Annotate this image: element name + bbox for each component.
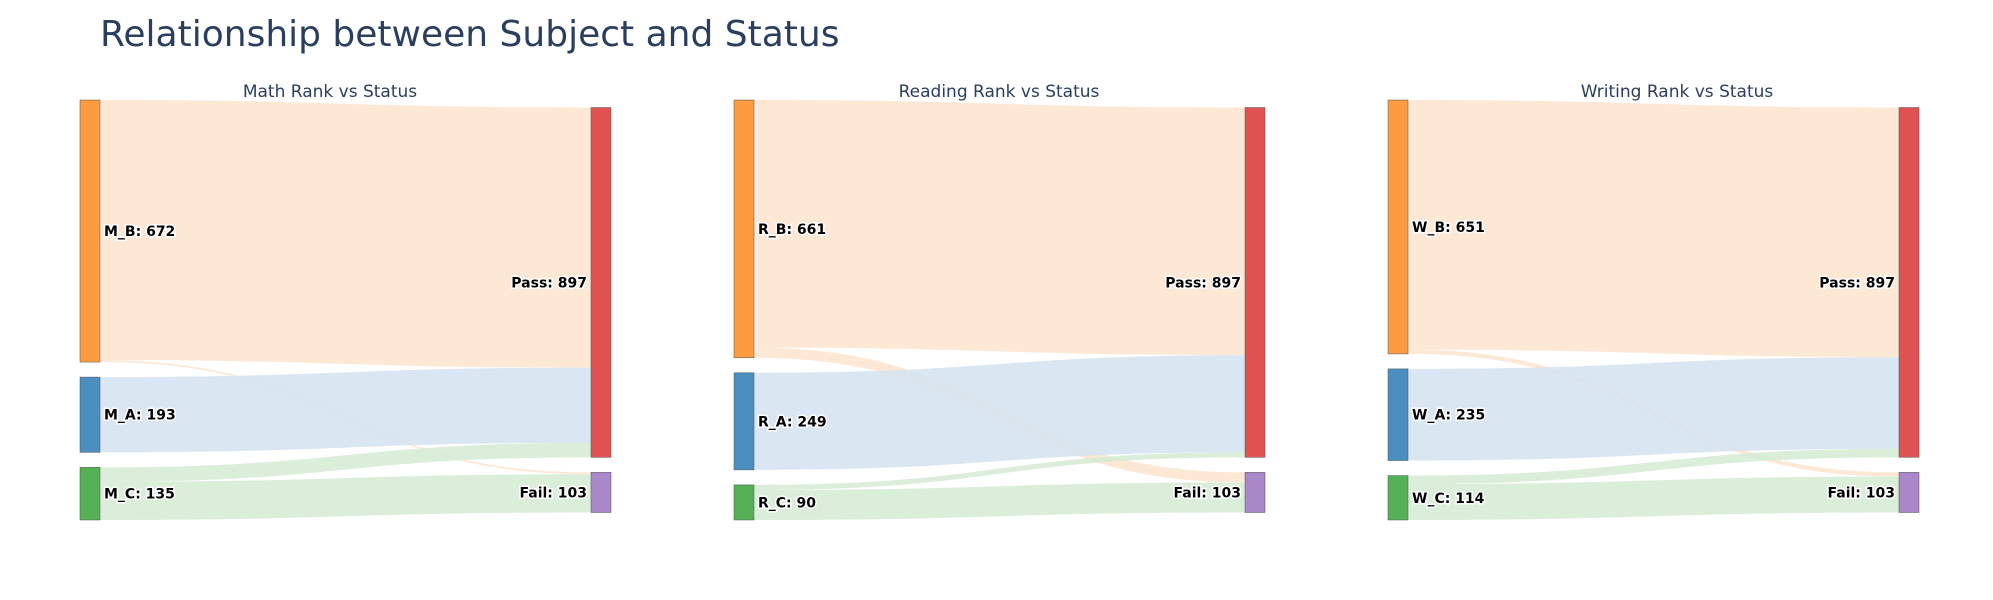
- link-r-b-to-pass[interactable]: [754, 100, 1245, 356]
- link-m-a-to-pass[interactable]: [100, 367, 591, 453]
- panel-title: Reading Rank vs Status: [899, 82, 1100, 102]
- node-label-m-a: M_A: 193: [104, 408, 176, 424]
- link-w-c-to-pass[interactable]: [1408, 448, 1899, 485]
- node-label-m-c: M_C: 135: [104, 487, 175, 503]
- link-r-c-to-pass[interactable]: [754, 452, 1245, 490]
- node-w-c[interactable]: [1387, 475, 1409, 521]
- node-r-a[interactable]: [733, 372, 755, 471]
- panel-title: Math Rank vs Status: [243, 82, 417, 102]
- node-pass[interactable]: [1898, 107, 1920, 458]
- node-label-pass: Pass: 897: [511, 275, 587, 291]
- link-m-c-to-pass[interactable]: [100, 442, 591, 482]
- link-m-c-to-fail[interactable]: [100, 474, 591, 520]
- node-pass[interactable]: [1244, 107, 1266, 458]
- node-r-c[interactable]: [733, 484, 755, 521]
- links: [1408, 100, 1899, 520]
- link-w-a-to-pass[interactable]: [1408, 357, 1899, 461]
- node-m-b[interactable]: [79, 99, 101, 363]
- links: [754, 100, 1245, 520]
- link-r-c-to-fail[interactable]: [754, 482, 1245, 520]
- link-m-b-to-pass[interactable]: [100, 100, 591, 368]
- node-w-a[interactable]: [1387, 368, 1409, 461]
- node-m-a[interactable]: [79, 376, 101, 453]
- node-m-c[interactable]: [79, 467, 101, 521]
- chart-title: Relationship between Subject and Status: [100, 14, 840, 55]
- sankey-panel-1: Math Rank vs Status M_B: 672 M_A: 193 M_C: …: [79, 82, 612, 521]
- node-w-b[interactable]: [1387, 99, 1409, 355]
- node-label-fail: Fail: 103: [520, 485, 587, 501]
- node-label-m-b: M_B: 672: [104, 224, 175, 240]
- node-label-r-a: R_A: 249: [758, 414, 827, 430]
- node-fail[interactable]: [1244, 472, 1266, 513]
- node-label-pass: Pass: 897: [1819, 275, 1895, 291]
- node-label-pass: Pass: 897: [1165, 275, 1241, 291]
- node-label-r-b: R_B: 661: [758, 222, 826, 238]
- node-label-w-c: W_C: 114: [1412, 491, 1485, 507]
- link-w-b-to-pass[interactable]: [1408, 100, 1899, 358]
- node-label-fail: Fail: 103: [1174, 485, 1241, 501]
- node-label-w-a: W_A: 235: [1412, 408, 1485, 424]
- sankey-panel-3: Writing Rank vs Status W_B: 651 W_A: 235 W_…: [1387, 82, 1920, 521]
- node-r-b[interactable]: [733, 99, 755, 359]
- links: [100, 100, 591, 520]
- node-label-fail: Fail: 103: [1828, 485, 1895, 501]
- sankey-panel-2: Reading Rank vs Status R_B: 661 R_A: 249 R_…: [733, 82, 1266, 521]
- node-fail[interactable]: [1898, 472, 1920, 513]
- link-r-a-to-pass[interactable]: [754, 355, 1245, 470]
- node-label-r-c: R_C: 90: [758, 495, 816, 511]
- link-w-c-to-fail[interactable]: [1408, 476, 1899, 520]
- node-pass[interactable]: [590, 107, 612, 458]
- panel-title: Writing Rank vs Status: [1581, 82, 1774, 102]
- node-label-w-b: W_B: 651: [1412, 220, 1485, 236]
- node-fail[interactable]: [590, 472, 612, 513]
